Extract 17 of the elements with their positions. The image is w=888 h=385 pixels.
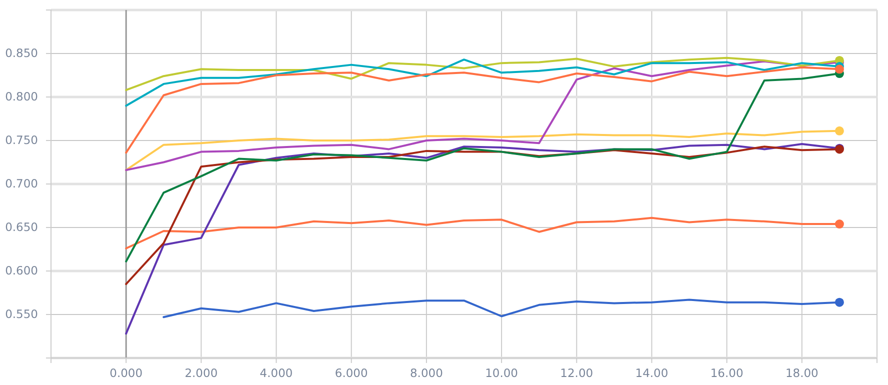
x-tick-label: 2.000 [184, 366, 218, 380]
x-tick-label: 16.00 [710, 366, 744, 380]
x-tick-label: 4.000 [260, 366, 293, 380]
x-tick-label: 18.00 [785, 366, 818, 380]
x-tick-label: 8.000 [410, 366, 443, 380]
x-tick-label: 0.000 [110, 366, 143, 380]
y-tick-label: 0.850 [5, 46, 38, 60]
y-tick-label: 0.650 [5, 220, 38, 234]
x-tick-label: 14.00 [635, 366, 668, 380]
y-tick-label: 0.700 [5, 176, 38, 191]
x-tick-label: 12.00 [560, 366, 594, 380]
x-tick-label: 6.000 [334, 366, 368, 380]
y-tick-label: 0.550 [5, 307, 38, 322]
y-tick-label: 0.600 [5, 264, 38, 278]
y-tick-label: 0.750 [5, 133, 38, 148]
x-tick-label: 10.00 [485, 366, 518, 380]
y-tick-label: 0.800 [5, 90, 38, 104]
